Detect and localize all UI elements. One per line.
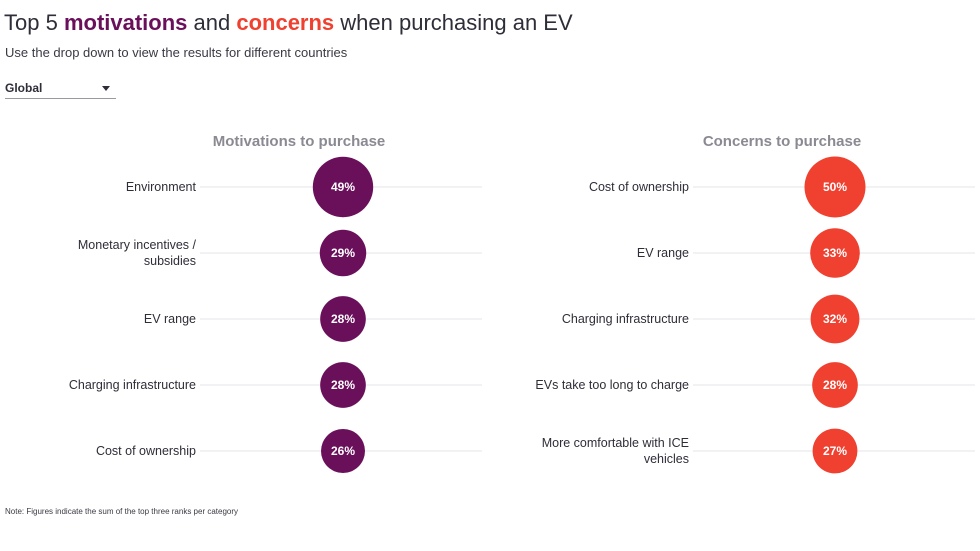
motivations-category-label: Charging infrastructure bbox=[69, 378, 196, 392]
concerns-category-label: EVs take too long to charge bbox=[535, 378, 689, 392]
title-prefix: Top 5 bbox=[4, 10, 64, 35]
concerns-bubble bbox=[812, 362, 858, 408]
concerns-value-label: 27% bbox=[823, 444, 847, 458]
concerns-category-label: More comfortable with ICE vehicles bbox=[542, 436, 689, 466]
motivations-bubble bbox=[320, 296, 366, 342]
motivations-bubble bbox=[319, 229, 367, 277]
title-concerns: concerns bbox=[236, 10, 335, 35]
motivations-category-label: Monetary incentives / subsidies bbox=[78, 238, 197, 268]
concerns-bubble bbox=[810, 294, 860, 344]
chevron-down-icon bbox=[102, 86, 110, 91]
concerns-value-label: 50% bbox=[823, 180, 847, 194]
motivations-value-label: 28% bbox=[331, 378, 355, 392]
motivations-category-label: Environment bbox=[126, 180, 197, 194]
concerns-value-label: 28% bbox=[823, 378, 847, 392]
concerns-category-label: EV range bbox=[637, 246, 689, 260]
motivations-chart-title: Motivations to purchase bbox=[213, 133, 386, 150]
motivations-category-label: Cost of ownership bbox=[96, 444, 196, 458]
motivations-value-label: 49% bbox=[331, 180, 355, 194]
concerns-value-label: 33% bbox=[823, 246, 847, 260]
page-title: Top 5 motivations and concerns when purc… bbox=[4, 10, 573, 36]
motivations-bubble bbox=[312, 156, 374, 218]
motivations-value-label: 29% bbox=[331, 246, 355, 260]
title-suffix: when purchasing an EV bbox=[334, 10, 573, 35]
concerns-chart-title: Concerns to purchase bbox=[703, 133, 861, 150]
concerns-bubble bbox=[812, 428, 858, 474]
title-and: and bbox=[187, 10, 237, 35]
concerns-bubble bbox=[804, 156, 866, 218]
page-subtitle: Use the drop down to view the results fo… bbox=[5, 45, 348, 60]
bubble-charts: Motivations to purchase Environment 49% Mon… bbox=[69, 133, 975, 474]
motivations-category-label: EV range bbox=[144, 312, 196, 326]
concerns-category-label: Cost of ownership bbox=[589, 180, 689, 194]
motivations-value-label: 26% bbox=[331, 444, 355, 458]
motivations-bubble bbox=[321, 429, 365, 473]
footnote: Note: Figures indicate the sum of the to… bbox=[5, 507, 239, 516]
concerns-bubble bbox=[810, 228, 860, 278]
title-motivations: motivations bbox=[63, 10, 188, 35]
concerns-category-label: Charging infrastructure bbox=[562, 312, 689, 326]
concerns-value-label: 32% bbox=[823, 312, 847, 326]
motivations-value-label: 28% bbox=[331, 312, 355, 326]
country-dropdown-value: Global bbox=[5, 81, 43, 95]
country-dropdown[interactable]: Global bbox=[5, 79, 116, 99]
motivations-bubble bbox=[320, 362, 366, 408]
